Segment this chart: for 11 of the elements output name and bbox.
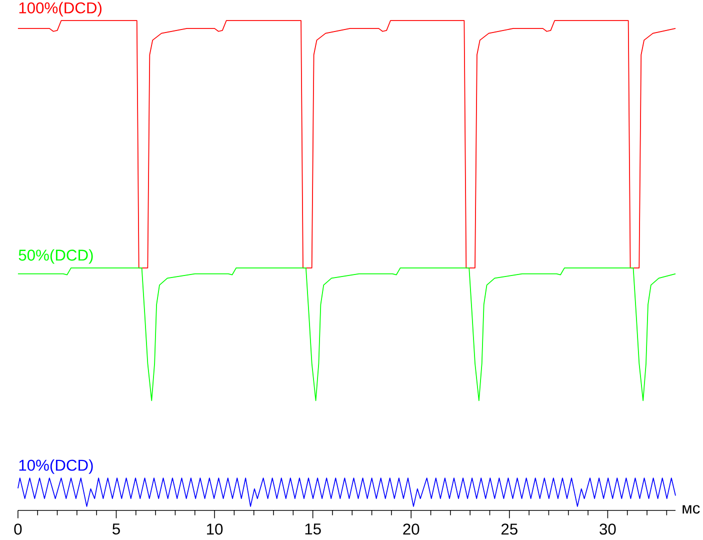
x-tick-label: 25 [501, 524, 518, 535]
series-label: 50%(DCD) [18, 249, 93, 264]
x-tick-label: 0 [14, 524, 22, 535]
series-label: 100%(DCD) [19, 2, 102, 17]
x-axis-title: мс [682, 505, 700, 514]
series-label: 10%(DCD) [19, 459, 93, 474]
x-tick-label: 30 [600, 524, 616, 535]
x-tick-label: 15 [305, 524, 321, 535]
x-tick-label: 20 [403, 524, 420, 535]
x-tick-label: 5 [112, 524, 120, 535]
x-tick-label: 10 [207, 524, 223, 535]
